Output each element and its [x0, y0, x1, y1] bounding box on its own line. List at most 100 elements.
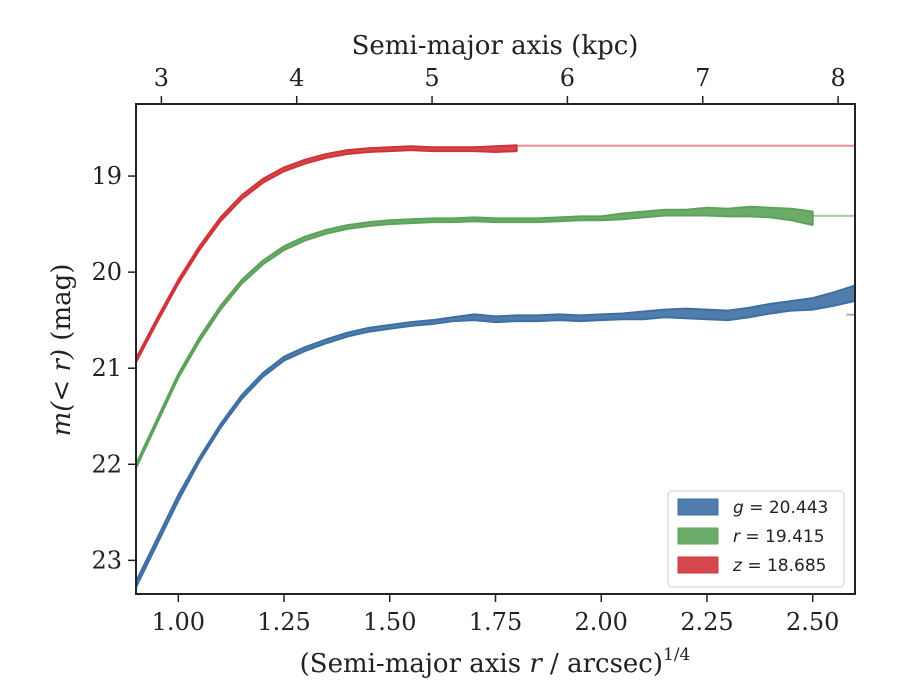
y-tick-label: 21 — [91, 354, 122, 382]
x-axis-title-variable: r — [529, 649, 543, 679]
data-point-g — [178, 497, 179, 498]
legend-swatch-z — [677, 556, 719, 574]
data-point-r — [453, 220, 454, 221]
x-tick-label: 1.75 — [469, 608, 522, 636]
data-point-z — [220, 219, 221, 220]
data-point-g — [558, 317, 559, 318]
data-point-r — [305, 238, 306, 239]
data-point-r — [432, 220, 433, 221]
data-point-z — [199, 248, 200, 249]
data-point-g — [410, 324, 411, 325]
data-point-r — [580, 218, 581, 219]
data-point-g — [199, 459, 200, 460]
data-point-r — [347, 226, 348, 227]
data-point-g — [326, 341, 327, 342]
y-axis-title-unit: (mag) — [47, 264, 77, 349]
data-point-r — [728, 212, 729, 213]
data-point-r — [516, 220, 517, 221]
data-point-r — [474, 219, 475, 220]
data-point-g — [262, 374, 263, 375]
series-r — [135, 205, 855, 470]
data-point-z — [305, 161, 306, 162]
data-point-g — [537, 318, 538, 319]
data-point-r — [410, 221, 411, 222]
data-point-g — [601, 317, 602, 318]
series-z — [135, 144, 855, 364]
data-point-r — [770, 212, 771, 213]
data-point-r — [749, 211, 750, 212]
top-x-tick-label: 6 — [560, 64, 575, 92]
data-point-g — [833, 299, 834, 300]
data-point-r — [284, 248, 285, 249]
data-point-z — [410, 148, 411, 149]
data-point-r — [389, 222, 390, 223]
data-point-g — [706, 314, 707, 315]
data-point-z — [178, 281, 179, 282]
y-tick-label: 20 — [91, 258, 122, 286]
data-point-z — [432, 149, 433, 150]
x-tick-label: 1.25 — [257, 608, 310, 636]
y-tick-label: 23 — [91, 546, 122, 574]
data-point-r — [685, 212, 686, 213]
data-point-z — [241, 197, 242, 198]
data-point-z — [474, 149, 475, 150]
y-axis-title: m(< r) (mag) — [47, 264, 77, 437]
data-point-g — [453, 319, 454, 320]
series-layer — [135, 144, 856, 589]
data-point-r — [262, 262, 263, 263]
data-point-r — [241, 281, 242, 282]
data-point-g — [241, 397, 242, 398]
top-x-axis: 3 4 5 6 7 8 — [154, 64, 846, 104]
data-point-g — [643, 315, 644, 316]
data-point-r — [495, 220, 496, 221]
data-point-g — [495, 319, 496, 320]
x-tick-label: 2.50 — [786, 608, 839, 636]
data-point-g — [157, 541, 158, 542]
data-point-g — [474, 317, 475, 318]
legend-label-r: r = 19.415 — [733, 527, 825, 547]
top-x-axis-title: Semi-major axis (kpc) — [352, 31, 639, 61]
legend: g = 20.443 r = 19.415 z = 18.685 — [667, 490, 845, 588]
legend-swatch-r — [677, 527, 719, 545]
data-point-r — [664, 212, 665, 213]
data-point-z — [157, 320, 158, 321]
data-point-g — [284, 358, 285, 359]
data-point-z — [495, 149, 496, 150]
top-x-tick-label: 3 — [154, 64, 169, 92]
x-axis-title-tail: / arcsec) — [542, 649, 663, 679]
data-point-g — [220, 425, 221, 426]
data-point-g — [368, 329, 369, 330]
data-point-r — [643, 214, 644, 215]
x-axis-title-main: (Semi-major axis — [300, 649, 530, 679]
top-x-tick-label: 7 — [695, 64, 710, 92]
data-point-z — [368, 150, 369, 151]
data-point-z — [262, 180, 263, 181]
data-point-z — [453, 149, 454, 150]
data-point-r — [326, 231, 327, 232]
data-point-z — [347, 152, 348, 153]
data-point-r — [368, 224, 369, 225]
x-tick-label: 1.00 — [152, 608, 205, 636]
x-axis-title: (Semi-major axis r / arcsec)1/4 — [300, 645, 691, 679]
legend-label-z: z = 18.685 — [732, 556, 826, 576]
data-point-r — [178, 375, 179, 376]
y-tick-label: 22 — [91, 450, 122, 478]
data-point-g — [516, 318, 517, 319]
data-point-r — [791, 214, 792, 215]
data-point-r — [706, 211, 707, 212]
x-tick-label: 2.00 — [575, 608, 628, 636]
data-point-r — [537, 220, 538, 221]
data-point-r — [812, 218, 813, 219]
data-point-g — [580, 318, 581, 319]
data-point-g — [305, 349, 306, 350]
data-point-z — [284, 169, 285, 170]
data-point-r — [601, 218, 602, 219]
data-point-g — [622, 316, 623, 317]
data-point-g — [685, 313, 686, 314]
top-x-tick-label: 4 — [289, 64, 304, 92]
data-point-r — [622, 216, 623, 217]
x-axis-title-superscript: 1/4 — [663, 645, 690, 665]
legend-label-g: g = 20.443 — [733, 498, 828, 518]
data-point-r — [220, 307, 221, 308]
